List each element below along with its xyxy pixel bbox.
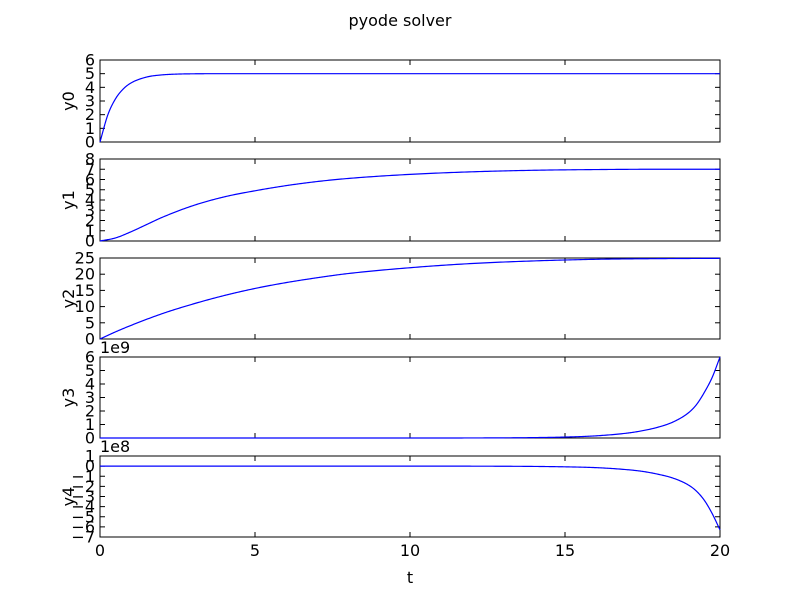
ytick-label-4-5: −2	[71, 477, 95, 496]
xtick-label-2: 10	[400, 541, 420, 560]
xtick-label-1: 5	[250, 541, 260, 560]
x-axis-label: t	[407, 568, 413, 587]
ytick-label-3-1: 1	[85, 415, 95, 434]
xtick-label-3: 15	[555, 541, 575, 560]
ytick-label-0-6: 6	[85, 51, 95, 70]
ytick-label-2-5: 25	[75, 249, 95, 268]
series-line-4	[100, 465, 721, 531]
ytick-label-0-4: 4	[85, 78, 95, 97]
ytick-label-1-7: 7	[85, 160, 95, 179]
plot-frame-2	[99, 257, 721, 340]
series-line-2	[99, 257, 721, 340]
y-axis-label-4: y4	[59, 487, 78, 507]
ytick-label-4-2: −5	[71, 507, 95, 526]
chart-title: pyode solver	[349, 11, 452, 30]
ytick-label-0-5: 5	[85, 64, 95, 83]
ytick-label-2-4: 20	[75, 265, 95, 284]
y-axis-label-3: y3	[59, 388, 78, 408]
plot-frame-4	[99, 455, 721, 538]
ytick-label-4-0: −7	[71, 528, 95, 547]
ytick-label-1-2: 2	[85, 211, 95, 230]
y-axis-label-2: y2	[59, 289, 78, 309]
ytick-label-1-1: 1	[85, 221, 95, 240]
ytick-label-1-0: 0	[85, 232, 95, 251]
ytick-label-4-6: −1	[71, 467, 95, 486]
xtick-label-4: 20	[710, 541, 730, 560]
ytick-label-1-8: 8	[85, 150, 95, 169]
plot-frame-1	[99, 158, 721, 242]
ytick-label-2-0: 0	[85, 330, 95, 349]
ytick-label-1-6: 6	[85, 170, 95, 189]
subplot-4: −7−6−5−4−3−2−101 y4 1e8	[59, 437, 721, 547]
ytick-label-3-0: 0	[85, 429, 95, 448]
ytick-label-3-5: 5	[85, 361, 95, 380]
ytick-label-3-6: 6	[85, 348, 95, 367]
ytick-label-0-3: 3	[85, 92, 95, 111]
ytick-label-1-3: 3	[85, 201, 95, 220]
ytick-label-4-1: −6	[71, 517, 95, 536]
ytick-label-4-7: 0	[85, 457, 95, 476]
ytick-label-2-1: 5	[85, 313, 95, 332]
series-line-3	[100, 356, 721, 439]
xtick-label-0: 0	[95, 541, 105, 560]
y-axis-label-1: y1	[59, 190, 78, 210]
ytick-label-0-2: 2	[85, 105, 95, 124]
subplots-group: 0123456y0012345678y10510152025y20123456y…	[59, 51, 730, 561]
offset-text-4: 1e8	[100, 437, 130, 456]
ytick-label-2-2: 10	[75, 297, 95, 316]
ytick-label-1-4: 4	[85, 191, 95, 210]
ytick-label-3-3: 3	[85, 388, 95, 407]
ytick-label-4-4: −3	[71, 487, 95, 506]
ytick-label-3-4: 4	[85, 375, 95, 394]
series-line-1	[99, 168, 720, 242]
ytick-label-0-1: 1	[85, 119, 95, 138]
offset-text-3: 1e9	[100, 338, 130, 357]
plot-frame-0	[99, 59, 721, 143]
ytick-label-4-3: −4	[71, 497, 95, 516]
plot-frame-3	[99, 356, 721, 439]
ytick-label-2-3: 15	[75, 281, 95, 300]
ytick-label-3-2: 2	[85, 402, 95, 421]
ytick-label-0-0: 0	[85, 133, 95, 152]
y-axis-label-0: y0	[59, 91, 78, 111]
ytick-label-1-5: 5	[85, 180, 95, 199]
ytick-label-4-8: 1	[85, 447, 95, 466]
series-line-0	[99, 73, 720, 143]
